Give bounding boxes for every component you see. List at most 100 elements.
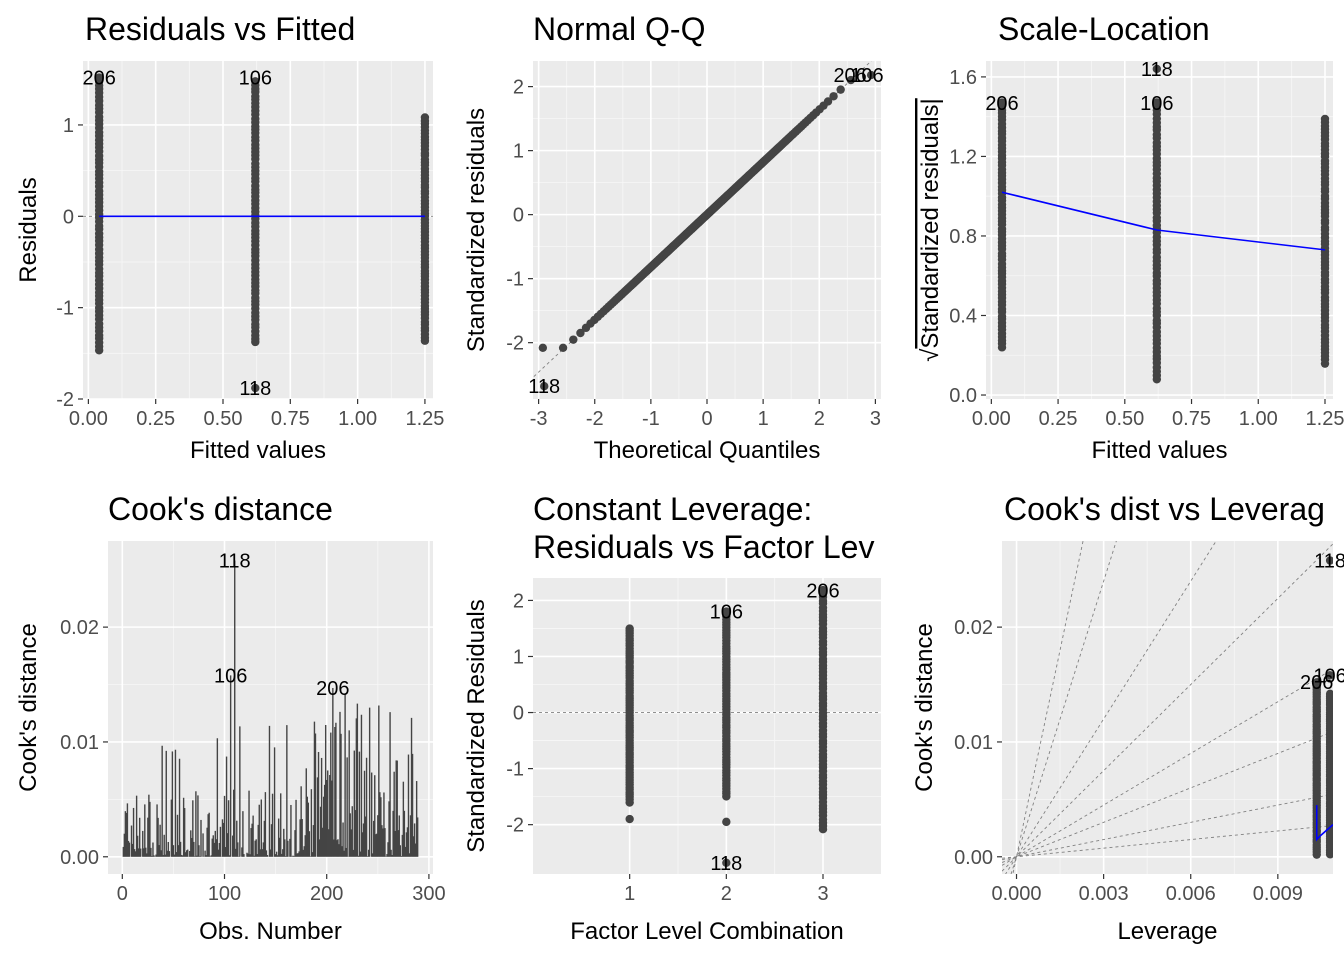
panel-residuals_vs_fitted: 206 106 118 0.00 0.25 0.50 0.75 1.00 1.25 -2 -1 0 1 R…	[15, 11, 444, 464]
panel-title: Normal Q-Q	[533, 11, 705, 47]
data-point	[1325, 671, 1333, 680]
data-point	[1325, 689, 1333, 699]
data-layer	[1002, 541, 1333, 874]
data-layer	[83, 73, 433, 393]
y-tick-label: 1	[63, 115, 74, 137]
grid	[533, 61, 881, 399]
axis-ticks: 0.000 0.003 0.006 0.009 0.00 0.01 0.02	[954, 617, 1303, 905]
x-axis-label: Fitted values	[190, 437, 326, 464]
data-point	[1320, 114, 1330, 124]
y-tick-label: 1	[513, 141, 524, 163]
x-tick-label: 2	[721, 883, 732, 905]
y-tick-label: 2	[513, 590, 524, 612]
x-tick-label: -3	[530, 408, 548, 430]
x-axis-label: Fitted values	[1091, 437, 1227, 464]
data-point	[866, 70, 876, 80]
x-tick-label: 0.009	[1253, 883, 1303, 905]
x-axis-label: Theoretical Quantiles	[594, 437, 821, 464]
y-tick-label: 0.01	[954, 732, 993, 754]
point-label: 118	[239, 378, 271, 400]
data-point	[846, 75, 856, 85]
panel-title: Residuals vs Fitted	[85, 11, 355, 47]
y-axis-label: Standardized Residuals	[463, 599, 490, 853]
data-point	[818, 585, 828, 595]
x-tick-label: 3	[817, 883, 828, 905]
panel-title: Cook's distance	[108, 491, 333, 527]
panel-background	[1002, 541, 1333, 874]
y-tick-label: -2	[506, 815, 524, 837]
x-tick-label: 1.25	[1306, 408, 1344, 430]
smooth-line	[1001, 191, 1326, 251]
y-tick-label: -1	[506, 269, 524, 291]
x-tick-label: 0.50	[1105, 408, 1144, 430]
grid	[1002, 541, 1333, 874]
point-label: 118	[710, 853, 742, 875]
data-point	[251, 383, 260, 393]
x-tick-label: 200	[310, 883, 343, 905]
y-tick-label: -1	[56, 298, 74, 320]
point-label: 118	[219, 551, 251, 573]
x-tick-label: 0	[701, 408, 712, 430]
y-tick-label: -2	[506, 333, 524, 355]
contour-line	[1002, 668, 1333, 866]
point-label: 106	[850, 65, 883, 87]
x-tick-label: 300	[412, 883, 445, 905]
data-point	[625, 814, 634, 824]
panel-title-line2: Residuals vs Factor Lev	[533, 529, 874, 565]
axis-ticks: 1 2 3 -2 -1 0 1 2	[506, 590, 828, 905]
x-tick-label: 0.75	[1172, 408, 1211, 430]
point-label: 106	[710, 602, 743, 624]
y-tick-label: 0.02	[954, 617, 993, 639]
data-point	[823, 97, 833, 106]
contour-line	[1002, 793, 1333, 861]
point-label: 106	[239, 67, 272, 89]
data-point	[1325, 556, 1333, 565]
point-label: 118	[1141, 59, 1173, 81]
x-tick-label: -1	[642, 408, 660, 430]
panel-title: Constant Leverage:	[533, 491, 812, 527]
contour-line	[1002, 731, 1333, 863]
x-tick-label: 0.75	[271, 408, 310, 430]
data-point	[836, 85, 845, 94]
point-label: 118	[1314, 551, 1344, 573]
y-tick-label: 0.0	[949, 385, 977, 407]
x-tick-label: 1	[758, 408, 769, 430]
data-point	[722, 817, 731, 827]
point-label: 206	[985, 93, 1018, 115]
x-tick-label: 0.25	[1039, 408, 1078, 430]
point-label: 206	[1300, 672, 1333, 694]
point-label: 106	[214, 665, 247, 687]
data-point	[251, 77, 260, 86]
y-axis-label: Residuals	[15, 177, 42, 282]
y-axis-label: Standardized residuals	[463, 108, 490, 352]
data-point	[997, 98, 1007, 107]
data-point	[625, 624, 634, 633]
contour-line	[1002, 825, 1333, 859]
panel-cooks_distance: 118 106 206 0 100 200 300 0.00 0.01 0.02 Cook's di…	[15, 491, 446, 945]
point-label: 206	[833, 65, 866, 87]
contour-line	[1005, 541, 1217, 874]
x-tick-label: 1.25	[405, 408, 444, 430]
panel-title: Scale-Location	[998, 11, 1210, 47]
point-label: 106	[1313, 665, 1344, 687]
y-tick-label: 0.00	[60, 847, 99, 869]
panel-constant_leverage: 106 206 118 1 2 3 -2 -1 0 1 2 Constant Leverage:Res…	[463, 491, 881, 945]
data-point	[538, 343, 548, 352]
x-tick-label: 1	[624, 883, 635, 905]
y-axis-label: √Standardized residuals|	[917, 98, 944, 362]
y-tick-label: 0.01	[60, 732, 99, 754]
smooth-line	[1315, 805, 1333, 842]
y-tick-label: 0.4	[949, 305, 977, 327]
y-tick-label: 0	[63, 206, 74, 228]
sqrt-symbol: √	[917, 348, 944, 362]
point-label: 206	[82, 67, 115, 89]
y-tick-label: 0.8	[949, 226, 977, 248]
data-point	[540, 381, 549, 391]
x-tick-label: 0.50	[204, 408, 243, 430]
point-label: 106	[1140, 93, 1173, 115]
y-tick-label: 2	[513, 77, 524, 99]
y-tick-label: 0.00	[954, 847, 993, 869]
x-tick-label: 0.00	[69, 408, 108, 430]
